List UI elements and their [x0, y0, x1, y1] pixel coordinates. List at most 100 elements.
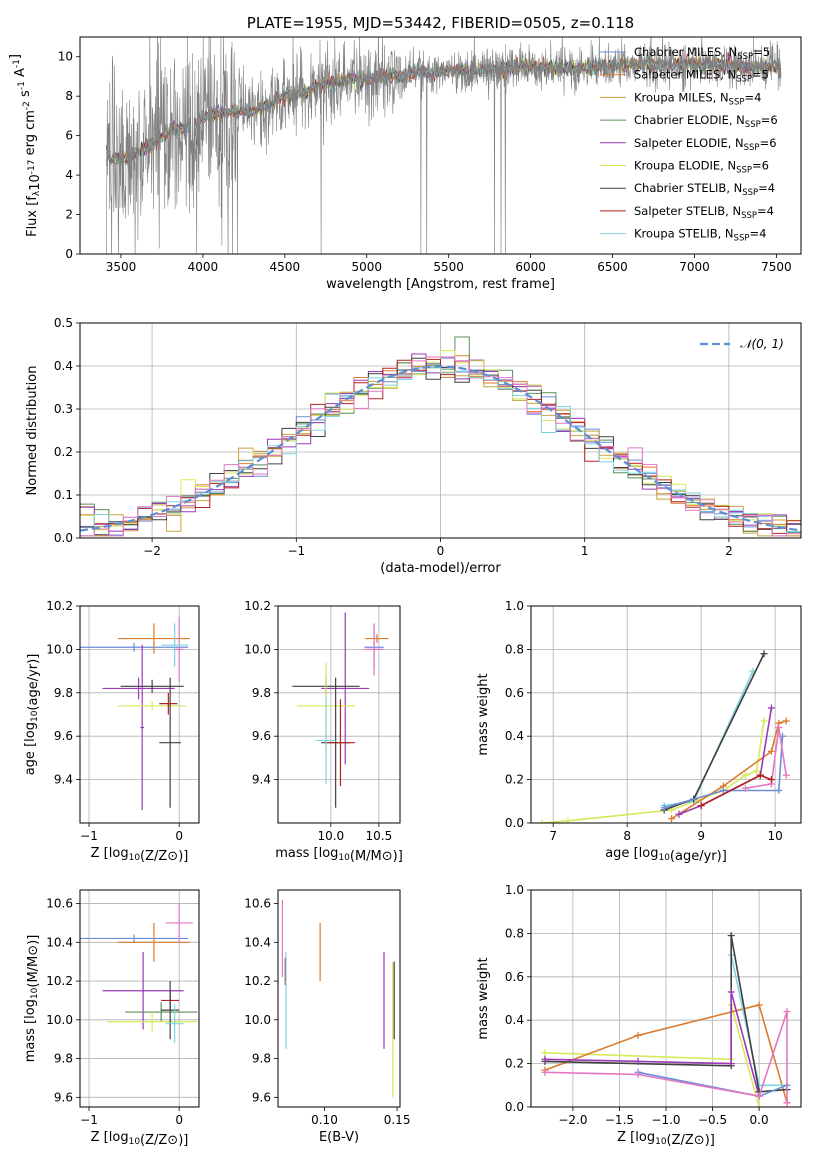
legend-entry: Chabrier ELODIE, NSSP=6 [634, 113, 778, 130]
x-tick-label: 0 [437, 544, 445, 558]
weight-marker [782, 771, 790, 779]
legend-entry: Salpeter ELODIE, NSSP=6 [634, 136, 777, 153]
y-tick-label: 10.6 [244, 897, 271, 911]
weight-marker [742, 771, 750, 779]
x-axis-label: E(B-V) [319, 1130, 359, 1145]
y-tick-label: 10.0 [46, 1013, 73, 1027]
age_vs_mass-plot-area [292, 612, 389, 808]
errorbar-point [159, 677, 181, 808]
y-axis-label: mass weight [476, 673, 491, 755]
y-tick-label: 1.0 [505, 883, 524, 897]
axes-frame [277, 889, 401, 1108]
weight-marker [564, 817, 572, 823]
axes-frame [79, 889, 200, 1108]
weight_vs_Z-plot-area [541, 932, 791, 1107]
y-tick-label: 10.2 [244, 599, 271, 613]
y-axis-label: Normed distribution [25, 366, 40, 496]
weight-marker [767, 776, 775, 784]
y-tick-label: 9.6 [54, 1090, 73, 1104]
mass_vs_Z-plot-area [80, 903, 198, 1044]
y-tick-label: 10.2 [244, 974, 271, 988]
y-tick-label: 0.3 [54, 402, 73, 416]
weight-marker [541, 1068, 549, 1076]
x-tick-label: 8 [623, 829, 631, 843]
x-tick-label: 0 [175, 1113, 183, 1127]
mass_vs_ebv-plot-area [281, 899, 395, 1098]
errorbar-point [326, 699, 355, 787]
errorbar-point [321, 612, 370, 765]
x-tick-label: 9 [697, 829, 705, 843]
x-axis-label: Z [log10(Z/Z⊙)] [91, 846, 189, 864]
y-tick-label: 0.4 [505, 729, 524, 743]
errorbar-point [102, 677, 175, 700]
y-tick-label: 4 [65, 168, 73, 182]
weight-marker [727, 1060, 735, 1068]
y-tick-label: 9.4 [54, 773, 73, 787]
weight-marker [760, 650, 768, 658]
weight-marker [775, 724, 783, 732]
y-tick-label: 10.4 [46, 935, 73, 949]
y-tick-label: 0.2 [54, 445, 73, 459]
y-tick-label: 10.0 [244, 642, 271, 656]
axes-frame [79, 322, 802, 539]
y-tick-label: 10.0 [244, 1013, 271, 1027]
y-tick-label: 9.4 [252, 773, 271, 787]
x-tick-label: −2 [143, 544, 161, 558]
weight_vs_age-panel: 7 8 9 10 0.0 0.2 0.4 0.6 0.8 1.0 age [log10(age/yr… [476, 599, 802, 864]
weight-marker [760, 717, 768, 725]
weight-marker [775, 786, 783, 794]
y-tick-label: 0.8 [505, 926, 524, 940]
errorbar-point [117, 623, 190, 654]
x-tick-label: 0.0 [750, 1113, 769, 1127]
legend-entry: Kroupa ELODIE, NSSP=6 [634, 159, 769, 176]
y-tick-label: 0.2 [505, 1057, 524, 1071]
errorbar-point [365, 634, 389, 643]
x-tick-label: 6000 [515, 260, 546, 274]
errorbar-point [165, 903, 193, 943]
errorbar-point [125, 1002, 198, 1022]
axes-frame [79, 605, 200, 824]
errorbar-point [102, 952, 184, 1030]
x-tick-label: −0.5 [698, 1113, 727, 1127]
errorbar-point [161, 623, 189, 667]
weight-marker [782, 717, 790, 725]
weight-series-line [745, 727, 787, 790]
weight-marker [753, 767, 761, 775]
x-axis-label: age [log10(age/yr)] [605, 846, 727, 864]
errorbar-point [174, 616, 184, 682]
spectrum-legend: Chabrier MILES, NSSP=5 Salpeter MILES, NS… [600, 45, 778, 244]
y-tick-label: 9.8 [252, 686, 271, 700]
weight-marker [668, 815, 676, 823]
y-tick-label: 9.6 [252, 1090, 271, 1104]
weight-marker [634, 1031, 642, 1039]
observed-spectrum-line [106, 37, 782, 254]
residual-legend: 𝒩(0, 1) [700, 337, 784, 351]
y-tick-label: 0.4 [505, 1013, 524, 1027]
age_vs_Z-panel: −1 0 9.4 9.6 9.8 10.0 10.2 Z [log10(Z/Z⊙)] age [… [23, 599, 200, 864]
x-axis-label: Z [log10(Z/Z⊙)] [617, 1130, 715, 1148]
x-axis-label: (data-model)/error [380, 561, 501, 576]
errorbar-point [161, 981, 180, 1040]
y-axis-label: mass weight [476, 957, 491, 1039]
weight-marker [634, 1070, 642, 1078]
x-tick-label: 4500 [270, 260, 301, 274]
y-axis-label: mass [log10(M/M⊙)] [23, 935, 41, 1063]
residuals-plot-area [80, 336, 801, 537]
y-tick-label: 0.8 [505, 642, 524, 656]
errorbar-point [364, 623, 384, 676]
x-tick-label: 7500 [761, 260, 792, 274]
weight-marker [783, 1099, 791, 1107]
x-tick-label: 10 [767, 829, 782, 843]
weight-marker [719, 786, 727, 794]
histogram-step [80, 367, 801, 537]
x-tick-label: 0.10 [311, 1113, 338, 1127]
y-axis-label: Flux [fλ10-17 erg cm-2 s-1 A-1] [8, 54, 43, 237]
y-tick-label: 9.8 [252, 1052, 271, 1066]
weight-marker [783, 1008, 791, 1016]
age_vs_Z-plot-area [80, 616, 190, 810]
weight-series-line [544, 991, 760, 1097]
x-tick-label: 6500 [597, 260, 628, 274]
y-tick-label: 8 [65, 89, 73, 103]
weight-marker [767, 747, 775, 755]
